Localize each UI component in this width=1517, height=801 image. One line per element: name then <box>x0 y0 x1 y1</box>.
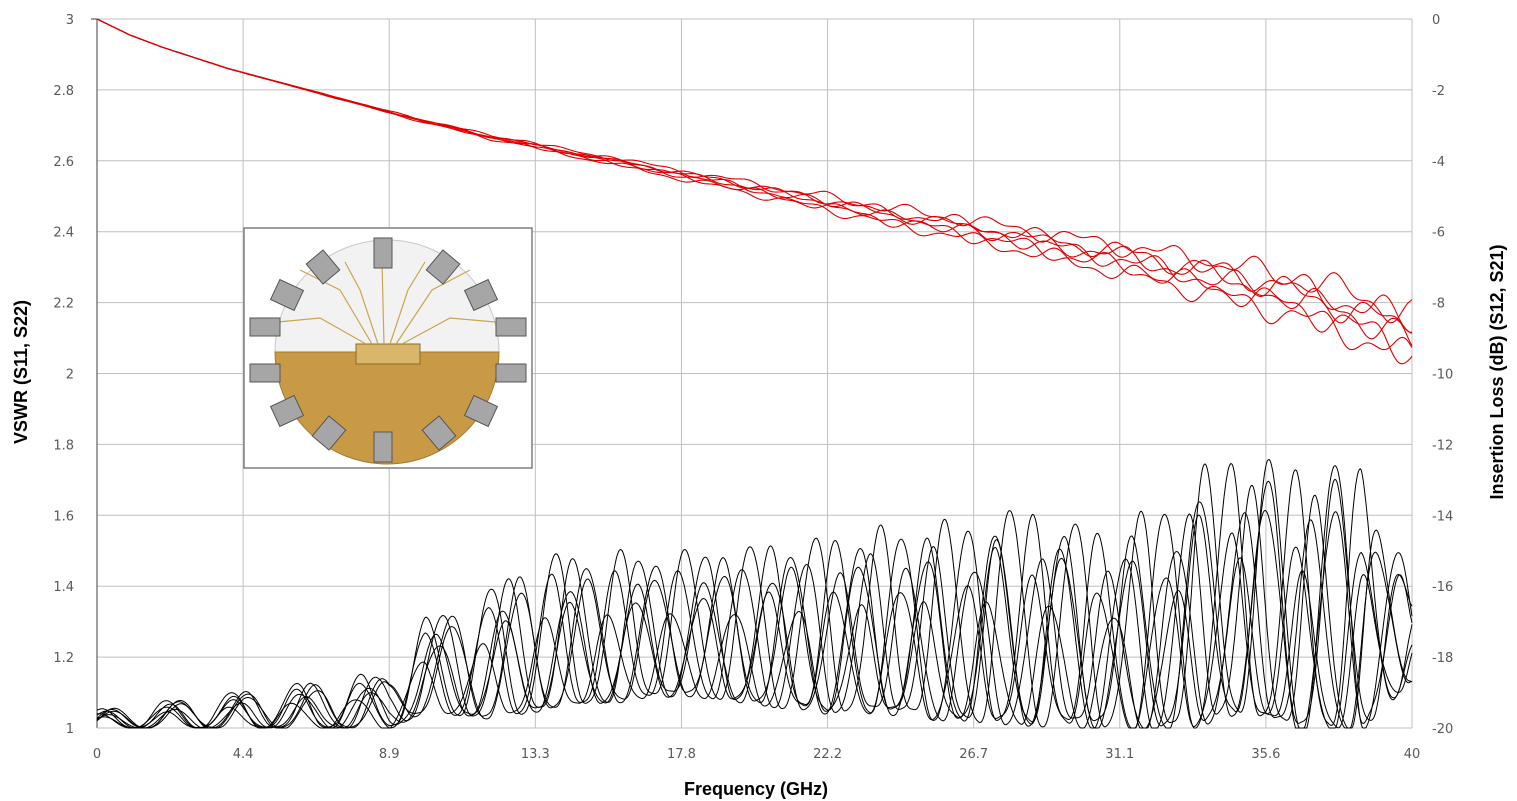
x-axis-ticks: 0 4.4 8.9 13.3 17.8 22.2 26.7 31.1 35.6 40 <box>93 747 1420 762</box>
y-tick-label: 2.8 <box>53 84 74 99</box>
x-tick-label: 0 <box>93 747 101 762</box>
y2-axis-title: Insertion Loss (dB) (S12, S21) <box>1487 244 1507 499</box>
x-tick-label: 26.7 <box>959 747 988 762</box>
plot-area-frame <box>91 18 1413 729</box>
y2-tick-label: -2 <box>1432 84 1445 99</box>
y2-tick-label: -20 <box>1432 722 1453 737</box>
vswr-line <box>96 509 1413 729</box>
y-tick-label: 2.6 <box>53 155 74 170</box>
insertion-loss-line <box>96 18 1413 324</box>
x-tick-label: 8.9 <box>379 747 400 762</box>
y-tick-label: 2 <box>66 368 74 383</box>
x-tick-label: 31.1 <box>1105 747 1134 762</box>
x-tick-label: 17.8 <box>667 747 696 762</box>
vswr-line <box>96 512 1413 729</box>
x-tick-label: 35.6 <box>1251 747 1280 762</box>
vswr-line <box>96 532 1413 729</box>
x-tick-label: 40 <box>1404 747 1421 762</box>
y2-tick-label: -6 <box>1432 226 1445 241</box>
y2-tick-label: 0 <box>1432 13 1440 28</box>
y-tick-label: 1.4 <box>53 580 74 595</box>
insertion-loss-line <box>96 18 1413 346</box>
y-tick-label: 2.2 <box>53 297 74 312</box>
fixture-photo-inset <box>243 227 533 469</box>
y-tick-label: 3 <box>66 13 74 28</box>
y2-tick-label: -12 <box>1432 438 1453 453</box>
y2-tick-label: -4 <box>1432 155 1445 170</box>
x-axis-title: Frequency (GHz) <box>684 779 828 799</box>
y2-axis-ticks: -20-18-16-14-12-10-8-6-4-20 <box>1432 13 1453 737</box>
y-tick-label: 1.8 <box>53 438 74 453</box>
insertion-loss-series-group <box>96 18 1413 365</box>
y-tick-label: 1.6 <box>53 509 74 524</box>
y-tick-label: 2.4 <box>53 226 74 241</box>
y2-tick-label: -18 <box>1432 651 1453 666</box>
y-tick-label: 1.2 <box>53 651 74 666</box>
x-tick-label: 4.4 <box>233 747 254 762</box>
y-axis-title: VSWR (S11, S22) <box>11 300 31 444</box>
y-axis-ticks: 1 1.2 1.4 1.6 1.8 2 2.2 2.4 2.6 2.8 3 <box>53 13 74 737</box>
y-tick-label: 1 <box>66 722 74 737</box>
y2-tick-label: -16 <box>1432 580 1453 595</box>
vswr-line <box>96 459 1413 729</box>
vswr-series-group <box>96 459 1413 729</box>
x-tick-label: 13.3 <box>521 747 550 762</box>
x-tick-label: 22.2 <box>813 747 842 762</box>
y2-tick-label: -14 <box>1432 509 1453 524</box>
y2-tick-label: -10 <box>1432 368 1453 383</box>
vswr-line <box>96 478 1413 729</box>
y2-tick-label: -8 <box>1432 297 1445 312</box>
vswr-line <box>96 557 1413 729</box>
vswr-line <box>96 485 1413 729</box>
